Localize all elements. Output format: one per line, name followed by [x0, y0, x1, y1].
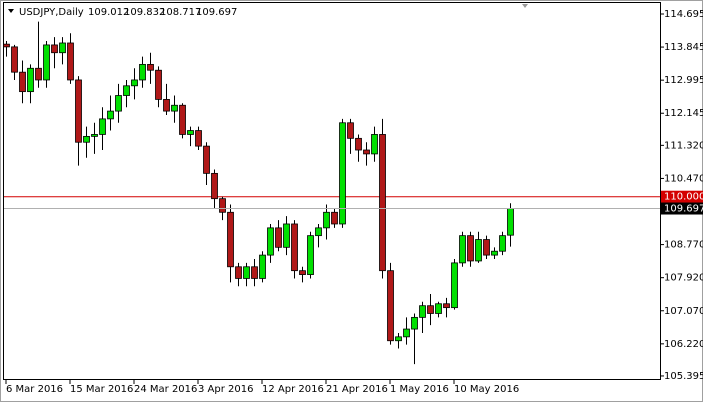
level-label-bg — [661, 190, 703, 203]
x-tick-label: 10 May 2016 — [454, 384, 519, 395]
candle-body — [339, 122, 346, 225]
x-tick-label: 24 Mar 2016 — [134, 384, 197, 395]
candle-body — [227, 211, 234, 268]
y-tick-label: 112.145 — [664, 108, 703, 119]
candle-body — [211, 172, 218, 200]
level-label: 110.000 — [664, 192, 703, 203]
candle-body — [243, 266, 250, 279]
candle-body — [275, 227, 282, 248]
menu-triangle — [8, 9, 14, 13]
candle-body — [371, 134, 378, 155]
candle-body — [107, 110, 114, 120]
header-open: 109.012 — [88, 7, 129, 18]
candle-body — [123, 85, 130, 96]
candle-body — [51, 44, 58, 54]
candle-body — [139, 63, 146, 81]
candle-body — [235, 266, 242, 279]
y-tick-label: 106.220 — [664, 339, 703, 350]
candle-body — [35, 67, 42, 81]
candle-body — [315, 227, 322, 237]
candle-body — [299, 270, 306, 275]
candle-body — [379, 134, 386, 272]
candle-body — [491, 250, 498, 256]
candle-body — [283, 223, 290, 248]
candle-body — [19, 71, 26, 93]
candle-body — [43, 44, 50, 81]
candle-body — [403, 328, 410, 338]
candle-body — [219, 198, 226, 213]
chart-title: USDJPY,Daily — [19, 7, 84, 18]
candle-body — [131, 79, 138, 87]
plot-area — [3, 2, 661, 380]
candle-body — [203, 145, 210, 174]
candle-body — [195, 130, 202, 147]
candle-body — [347, 122, 354, 139]
candle-body — [419, 305, 426, 318]
y-tick-label: 110.470 — [664, 173, 703, 184]
y-tick-label: 111.320 — [664, 140, 703, 151]
x-tick-label: 3 Apr 2016 — [198, 384, 253, 395]
candle-body — [171, 104, 178, 112]
candle-body — [67, 42, 74, 81]
candle-body — [147, 63, 154, 71]
candle-body — [363, 149, 370, 155]
candle-body — [291, 223, 298, 272]
candle-body — [179, 104, 186, 135]
candle-body — [483, 239, 490, 256]
candle-body — [115, 95, 122, 112]
candle-body — [83, 135, 90, 143]
candle-body — [395, 336, 402, 342]
candle-body — [259, 254, 266, 279]
candle-body — [155, 69, 162, 100]
candle-body — [507, 208, 514, 236]
y-tick-label: 113.845 — [664, 42, 703, 53]
x-tick-label: 21 Apr 2016 — [326, 384, 388, 395]
price-label: 109.697 — [664, 204, 703, 215]
x-tick-label: 15 Mar 2016 — [70, 384, 133, 395]
candle-body — [411, 316, 418, 330]
header-high: 109.832 — [124, 7, 165, 18]
x-tick-label: 1 May 2016 — [390, 384, 449, 395]
candle-body — [251, 266, 258, 279]
header-close: 109.697 — [196, 7, 237, 18]
y-tick-label: 107.920 — [664, 273, 703, 284]
y-tick-label: 112.995 — [664, 75, 703, 86]
candle-body — [11, 46, 18, 73]
candle-body — [459, 235, 466, 264]
candle-body — [3, 43, 10, 48]
candle-body — [467, 235, 474, 262]
candle-body — [187, 130, 194, 135]
x-tick-label: 12 Apr 2016 — [262, 384, 324, 395]
candle-body — [475, 239, 482, 262]
candle-body — [427, 305, 434, 314]
x-tick-label: 6 Mar 2016 — [6, 384, 63, 395]
y-tick-label: 107.070 — [664, 306, 703, 317]
candle-body — [331, 211, 338, 225]
candle-body — [59, 42, 66, 54]
candle-body — [323, 211, 330, 229]
shift-marker — [522, 4, 528, 8]
candle-body — [163, 99, 170, 112]
candle-body — [99, 118, 106, 135]
candle-body — [91, 134, 98, 137]
candle-body — [75, 79, 82, 143]
y-tick-label: 114.695 — [664, 9, 703, 20]
candle-body — [499, 235, 506, 252]
candle-body — [355, 137, 362, 151]
candle-body — [451, 262, 458, 309]
header-low: 108.717 — [160, 7, 201, 18]
y-tick-label: 105.395 — [664, 371, 703, 382]
candle-body — [307, 235, 314, 275]
y-tick-label: 108.770 — [664, 240, 703, 251]
price-label-bg — [661, 202, 703, 215]
candle-body — [435, 303, 442, 314]
candle-body — [267, 227, 274, 256]
candle-body — [27, 67, 34, 93]
candle-body — [387, 270, 394, 342]
candle-body — [443, 303, 450, 309]
